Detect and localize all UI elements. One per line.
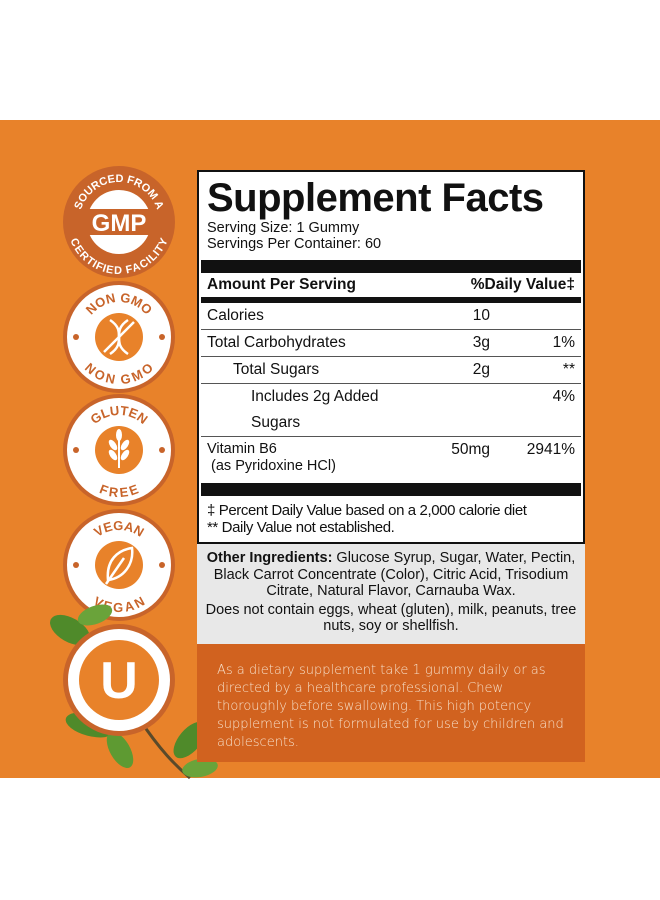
servings-per-container: Servings Per Container: 60	[207, 236, 382, 252]
nutrient-amount: 10	[472, 307, 490, 324]
kosher-badge: U	[63, 624, 175, 736]
footnote-not-established: ** Daily Value not established.	[207, 519, 395, 536]
facts-row: Calories 10	[201, 303, 581, 330]
other-ingredients: Other Ingredients: Glucose Syrup, Sugar,…	[197, 544, 585, 644]
leaf-icon	[104, 546, 134, 585]
nutrient-name: Includes 2g Added Sugars	[251, 388, 379, 431]
divider-medium	[201, 297, 581, 303]
nutrient-name: Total Carbohydrates	[207, 334, 346, 351]
footnote-dv: ‡ Percent Daily Value based on a 2,000 c…	[207, 502, 527, 519]
supplement-facts-panel: Supplement Facts Serving Size: 1 Gummy S…	[197, 170, 585, 544]
gmp-badge: GMP SOURCED FROM A CERTIFIED FACILITY	[63, 166, 175, 278]
facts-row: Vitamin B6 (as Pyridoxine HCl) 50mg 2941%	[201, 437, 581, 483]
divider-thick	[201, 260, 581, 273]
facts-header: Amount Per Serving %Daily Value‡	[207, 273, 575, 297]
svg-text:VEGAN: VEGAN	[91, 518, 146, 540]
label-column: Supplement Facts Serving Size: 1 Gummy S…	[197, 170, 585, 762]
nutrient-dv: 2941%	[526, 441, 575, 458]
nutrient-amount: 50mg	[451, 441, 490, 458]
facts-row: Total Sugars 2g **	[201, 357, 581, 384]
divider-thick	[201, 483, 581, 496]
nutrient-amount: 2g	[472, 361, 490, 378]
wheat-icon	[108, 429, 130, 468]
nutrient-amount	[400, 384, 490, 436]
kosher-u-text: U	[100, 652, 138, 710]
facts-title: Supplement Facts	[207, 176, 544, 220]
nutrient-dv: 4%	[552, 388, 575, 405]
non-gmo-badge: NON GMO NON GMO	[63, 281, 175, 393]
nutrient-dv: **	[562, 361, 575, 378]
nutrient-subname: (as Pyridoxine HCl)	[211, 458, 336, 474]
facts-row: Includes 2g Added Sugars 4%	[201, 384, 581, 437]
nutrient-name: Vitamin B6	[207, 441, 277, 457]
gmp-text: GMP	[92, 210, 147, 237]
vegan-top-text: VEGAN	[91, 518, 146, 540]
vegan-badge: VEGAN VEGAN	[63, 509, 175, 621]
ingredients-label: Other Ingredients:	[206, 550, 333, 566]
serving-size: Serving Size: 1 Gummy	[207, 220, 360, 236]
amount-per-serving-label: Amount Per Serving	[207, 276, 356, 293]
nutrient-dv	[490, 303, 575, 329]
dna-crossed-icon	[103, 318, 135, 356]
allergen-statement: Does not contain eggs, wheat (gluten), m…	[205, 601, 577, 635]
nutrient-dv: 1%	[552, 334, 575, 351]
nutrient-name: Total Sugars	[233, 361, 320, 378]
gluten-free-badge: GLUTEN FREE	[63, 394, 175, 506]
nutrient-amount: 3g	[472, 334, 490, 351]
facts-row: Total Carbohydrates 3g 1%	[201, 330, 581, 357]
daily-value-label: %Daily Value‡	[470, 276, 575, 293]
directions: As a dietary supplement take 1 gummy dai…	[197, 644, 585, 762]
nutrient-name: Calories	[207, 307, 264, 324]
ingredients-text: Glucose Syrup, Sugar, Water, Pectin, Bla…	[213, 550, 576, 599]
